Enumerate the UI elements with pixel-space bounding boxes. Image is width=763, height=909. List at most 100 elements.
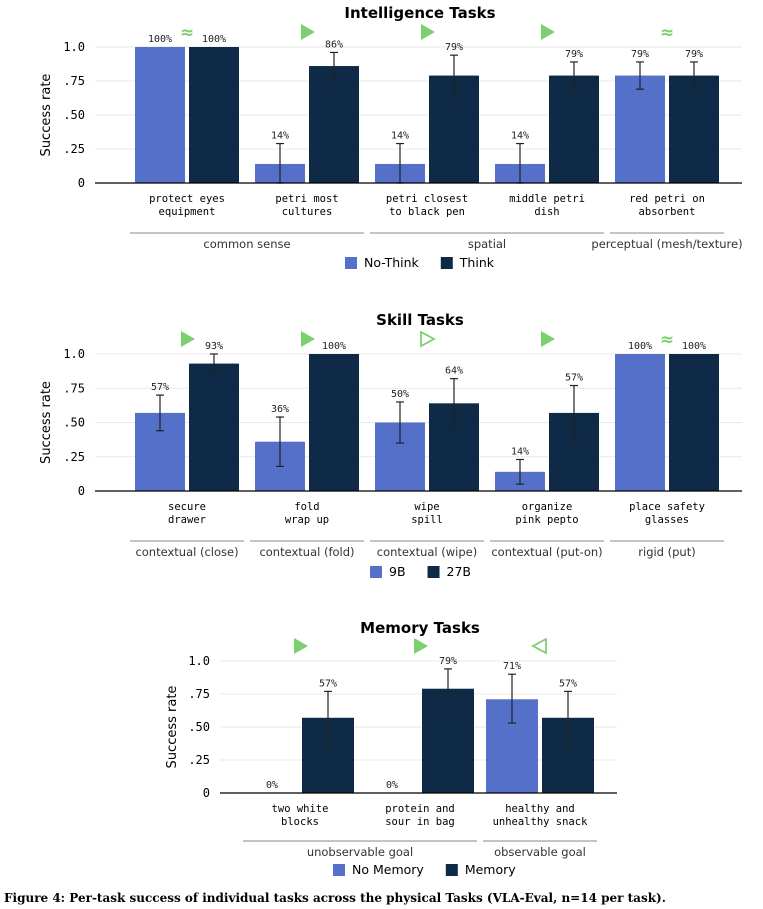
data-label: 100% (682, 341, 706, 352)
legend-swatch (445, 864, 458, 876)
y-tick-label: 0 (203, 786, 210, 800)
approx-marker: ≈ (180, 23, 194, 43)
triangle-right-outline-marker (420, 330, 436, 348)
y-tick-label: 1.0 (63, 347, 85, 361)
x-tick-label: organize pink pepto (515, 501, 578, 526)
x-tick-label: middle petri dish (509, 193, 585, 218)
data-label: 14% (391, 131, 409, 142)
data-label: 79% (685, 49, 703, 60)
data-label: 36% (271, 404, 289, 415)
data-label: 14% (271, 131, 289, 142)
x-tick-label: secure drawer (168, 501, 206, 526)
y-tick-label: 0 (78, 484, 85, 498)
group-label: contextual (close) (135, 545, 238, 559)
bar-think (549, 75, 599, 183)
y-tick-label: .50 (63, 416, 85, 430)
x-tick-label: place safety glasses (629, 501, 705, 526)
x-tick-label: fold wrap up (285, 501, 329, 526)
data-label: 57% (565, 373, 583, 384)
triangle-right-marker (541, 331, 555, 347)
y-axis-label: Success rate (39, 381, 54, 464)
y-tick-label: 1.0 (63, 40, 85, 54)
triangle-right-marker (301, 24, 315, 40)
triangle-right-marker (421, 24, 435, 40)
y-tick-label: .25 (63, 142, 85, 156)
data-label: 100% (628, 341, 652, 352)
chart-3: Memory Tasks 0 .25 .50 .75 1.0 Success rate 0% 5… (165, 619, 617, 877)
x-tick-label: two white blocks (272, 803, 329, 828)
y-axis-label: Success rate (39, 74, 54, 157)
data-label: 100% (148, 34, 172, 45)
figure: Intelligence Tasks 0 .25 .50 .75 1.0 Success r… (39, 4, 743, 877)
figure-caption: Figure 4: Per-task success of individual… (4, 891, 666, 905)
triangle-right-marker (414, 638, 428, 654)
legend-label: Think (459, 255, 495, 270)
y-tick-label: .25 (63, 450, 85, 464)
data-label: 14% (511, 131, 529, 142)
triangle-right-marker (294, 638, 308, 654)
chart-title: Skill Tasks (376, 311, 464, 329)
data-label: 100% (322, 341, 346, 352)
x-tick-label: protect eyes equipment (149, 193, 225, 218)
data-label: 79% (445, 42, 463, 53)
data-label: 93% (205, 341, 223, 352)
bar-think (309, 66, 359, 183)
data-label: 50% (391, 389, 409, 400)
group-label: common sense (203, 237, 290, 251)
group-label: contextual (fold) (259, 545, 354, 559)
data-label: 0% (386, 780, 398, 791)
data-label: 71% (503, 661, 521, 672)
y-tick-label: .75 (188, 687, 210, 701)
legend-label: 27B (447, 564, 471, 579)
bar-no-think (135, 47, 185, 183)
group-label: contextual (wipe) (377, 545, 477, 559)
triangle-right-marker (541, 24, 555, 40)
data-label: 0% (266, 780, 278, 791)
data-label: 86% (325, 39, 343, 50)
data-label: 64% (445, 366, 463, 377)
chart-title: Intelligence Tasks (344, 4, 495, 22)
y-tick-label: .75 (63, 381, 85, 395)
group-label: unobservable goal (307, 845, 413, 859)
legend-swatch (370, 566, 382, 578)
legend-swatch (345, 257, 357, 269)
approx-marker: ≈ (660, 23, 674, 43)
bar-9b (615, 354, 665, 491)
group-label: observable goal (494, 845, 586, 859)
x-tick-label: red petri on absorbent (629, 193, 705, 218)
y-tick-label: .50 (188, 720, 210, 734)
bar-think (669, 75, 719, 183)
bar-27b (309, 354, 359, 491)
bar-27b (189, 363, 239, 491)
group-label: perceptual (mesh/texture) (591, 237, 742, 251)
x-tick-label: petri most cultures (275, 193, 338, 218)
data-label: 14% (511, 446, 529, 457)
legend-swatch (333, 864, 345, 876)
bar-27b (669, 354, 719, 491)
x-tick-label: petri closest to black pen (386, 193, 468, 218)
y-tick-label: 0 (78, 176, 85, 190)
x-tick-label: healthy and unhealthy snack (493, 803, 589, 828)
legend-label: No-Think (364, 255, 420, 270)
data-label: 100% (202, 34, 226, 45)
triangle-left-outline-marker (531, 637, 547, 655)
legend-label: Memory (465, 862, 516, 877)
chart-2: Skill Tasks 0 .25 .50 .75 1.0 Success rate 57% 9… (39, 311, 742, 579)
triangle-right-marker (181, 331, 195, 347)
x-tick-label: protein and sour in bag (385, 803, 455, 828)
bar-no-think (615, 75, 665, 183)
x-tick-label: wipe spill (411, 501, 443, 526)
y-tick-label: .75 (63, 74, 85, 88)
chart-title: Memory Tasks (360, 619, 480, 637)
y-tick-label: .50 (63, 108, 85, 122)
data-label: 79% (631, 49, 649, 60)
legend-label: 9B (389, 564, 406, 579)
triangle-right-marker (301, 331, 315, 347)
y-axis-label: Success rate (165, 686, 180, 769)
approx-marker: ≈ (660, 330, 674, 350)
legend-swatch (427, 566, 440, 578)
legend-swatch (440, 257, 453, 269)
bar-think (189, 47, 239, 183)
group-label: rigid (put) (638, 545, 695, 559)
y-tick-label: .25 (188, 753, 210, 767)
